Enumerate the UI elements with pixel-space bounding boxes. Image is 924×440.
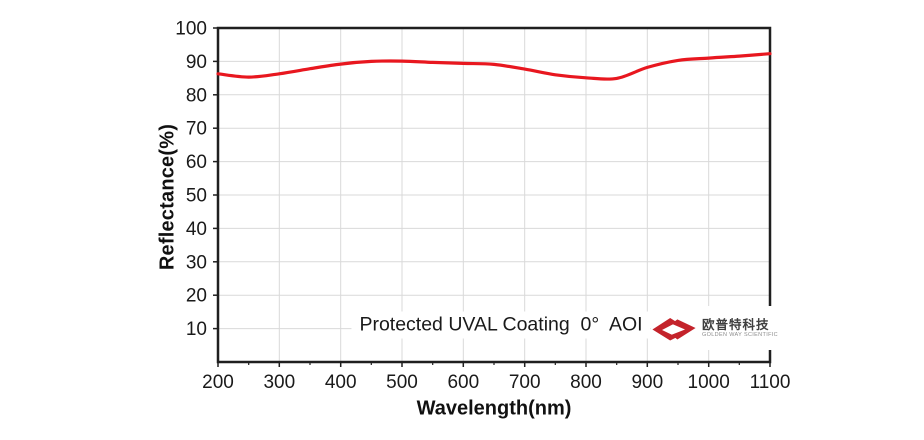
y-tick-label: 30	[186, 252, 207, 273]
x-tick-label: 700	[509, 372, 541, 393]
y-tick-label: 100	[175, 19, 207, 40]
chart-title: Protected UVAL Coating 0° AOI	[351, 311, 651, 339]
y-tick-label: 50	[186, 186, 207, 207]
x-tick-label: 1100	[750, 372, 791, 393]
x-tick-label: 600	[447, 372, 479, 393]
x-tick-label: 800	[570, 372, 602, 393]
x-tick-label: 300	[263, 372, 295, 393]
brand-logo: 欧普特科技 GOLDEN WAY SCIENTIFIC	[651, 306, 778, 350]
y-tick-label: 80	[186, 85, 207, 106]
y-tick-label: 70	[186, 119, 207, 140]
reflectance-curve	[216, 52, 772, 81]
y-tick-label: 10	[186, 319, 207, 340]
brand-name-cn: 欧普特科技	[702, 317, 770, 332]
x-tick-label: 900	[631, 372, 663, 393]
x-tick-label: 200	[202, 372, 234, 393]
brand-logo-text: 欧普特科技 GOLDEN WAY SCIENTIFIC	[702, 318, 778, 339]
y-tick-label: 90	[186, 52, 207, 73]
y-tick-label: 20	[186, 286, 207, 307]
y-tick-label: 60	[186, 152, 207, 173]
x-tick-label: 400	[325, 372, 357, 393]
x-tick-label: 1000	[688, 372, 730, 393]
y-axis-title: Reflectance(%)	[156, 123, 179, 271]
double-chevron-arrow-icon	[652, 317, 696, 340]
y-tick-label: 40	[186, 219, 207, 240]
x-axis-title: Wavelength(nm)	[416, 397, 572, 420]
logo-right-chevron	[671, 318, 696, 340]
x-tick-label: 500	[386, 372, 418, 393]
brand-name-en: GOLDEN WAY SCIENTIFIC	[702, 332, 779, 339]
plot-border	[216, 26, 772, 364]
logo-left-chevron	[652, 317, 677, 340]
